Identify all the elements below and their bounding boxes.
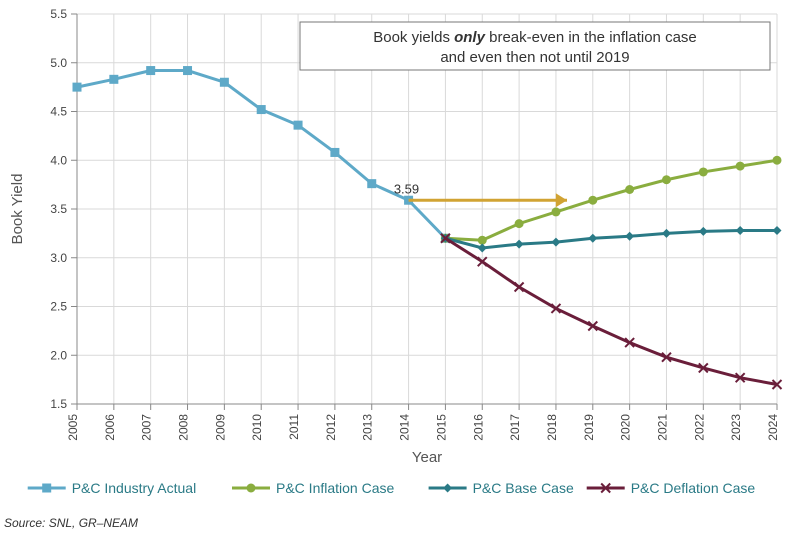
svg-text:and even then not until 2019: and even then not until 2019	[440, 49, 629, 66]
svg-text:2008: 2008	[177, 414, 191, 441]
svg-text:2017: 2017	[508, 414, 522, 441]
svg-text:2014: 2014	[398, 414, 412, 441]
source-caption: Source: SNL, GR–NEAM	[4, 516, 138, 530]
svg-text:4.5: 4.5	[50, 105, 67, 119]
svg-text:2012: 2012	[324, 414, 338, 441]
svg-text:2016: 2016	[471, 414, 485, 441]
svg-text:P&C Industry Actual: P&C Industry Actual	[72, 480, 197, 496]
svg-text:3.0: 3.0	[50, 251, 67, 265]
svg-text:2022: 2022	[692, 414, 706, 441]
svg-text:2024: 2024	[766, 414, 780, 441]
legend-item-actual: P&C Industry Actual	[28, 480, 197, 496]
svg-text:2015: 2015	[434, 414, 448, 441]
svg-text:2018: 2018	[545, 414, 559, 441]
svg-text:2021: 2021	[655, 414, 669, 441]
svg-text:2010: 2010	[250, 414, 264, 441]
svg-text:2005: 2005	[66, 414, 80, 441]
svg-text:5.5: 5.5	[50, 7, 67, 21]
svg-text:4.0: 4.0	[50, 153, 67, 167]
svg-text:2019: 2019	[582, 414, 596, 441]
legend-item-base: P&C Base Case	[429, 480, 574, 496]
svg-text:2006: 2006	[103, 414, 117, 441]
svg-text:Book Yield: Book Yield	[9, 174, 26, 245]
svg-text:Year: Year	[412, 449, 442, 466]
svg-text:5.0: 5.0	[50, 56, 67, 70]
svg-text:P&C Inflation Case: P&C Inflation Case	[276, 480, 394, 496]
svg-text:3.59: 3.59	[394, 181, 419, 196]
svg-text:2011: 2011	[287, 414, 301, 440]
svg-text:1.5: 1.5	[50, 397, 67, 411]
svg-text:2023: 2023	[729, 414, 743, 441]
svg-text:2009: 2009	[213, 414, 227, 441]
svg-text:P&C Base Case: P&C Base Case	[473, 480, 574, 496]
svg-text:2007: 2007	[140, 414, 154, 441]
svg-text:Book yields only break-even in: Book yields only break-even in the infla…	[373, 29, 697, 46]
svg-text:2013: 2013	[361, 414, 375, 441]
svg-text:2.0: 2.0	[50, 348, 67, 362]
chart-container: 1.5 2.0 2.5 3.0 3.5 4.0 4.5 5.0 5.5 2005 2006 2007 2…	[0, 0, 797, 532]
legend-item-deflation: P&C Deflation Case	[587, 480, 756, 496]
svg-text:P&C Deflation Case: P&C Deflation Case	[631, 480, 756, 496]
svg-text:2.5: 2.5	[50, 300, 67, 314]
svg-text:2020: 2020	[619, 414, 633, 441]
legend-item-inflation: P&C Inflation Case	[232, 480, 394, 496]
svg-text:3.5: 3.5	[50, 202, 67, 216]
book-yield-line-chart: 1.5 2.0 2.5 3.0 3.5 4.0 4.5 5.0 5.5 2005 2006 2007 2…	[0, 0, 797, 532]
